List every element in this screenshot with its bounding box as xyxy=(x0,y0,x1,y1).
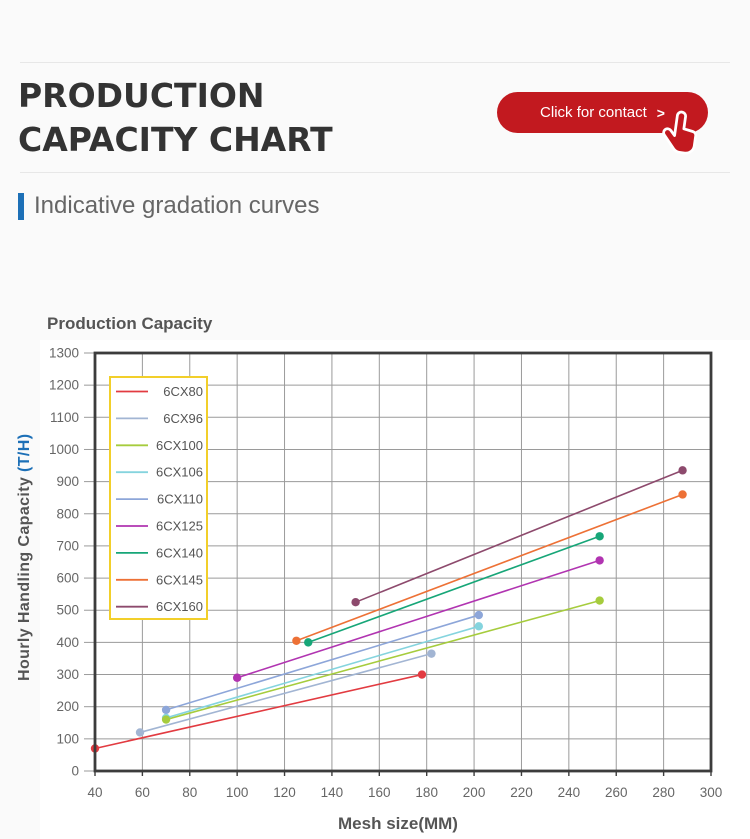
series-point-6CX140 xyxy=(304,638,313,647)
header-divider xyxy=(20,172,730,173)
page-title-line-1: PRODUCTION xyxy=(18,76,265,115)
section-title: Indicative gradation curves xyxy=(34,191,320,219)
series-line-6CX96 xyxy=(139,652,432,734)
y-axis-title: Hourly Handling Capacity (T/H) xyxy=(12,392,38,722)
x-tick-label: 220 xyxy=(510,785,533,800)
x-tick-label: 280 xyxy=(652,785,675,800)
series-line-6CX160 xyxy=(355,469,683,603)
series-point-6CX145 xyxy=(292,636,301,645)
x-tick-label: 60 xyxy=(135,785,150,800)
section-header: Indicative gradation curves xyxy=(18,191,320,220)
x-tick-label: 200 xyxy=(463,785,486,800)
legend-box xyxy=(109,376,208,620)
legend-label-6CX145: 6CX145 xyxy=(156,572,203,587)
y-tick-label: 1000 xyxy=(49,442,79,457)
legend-label-6CX110: 6CX110 xyxy=(157,492,203,507)
legend-label-6CX125: 6CX125 xyxy=(156,519,203,534)
series-point-6CX160 xyxy=(678,466,687,475)
y-tick-label: 300 xyxy=(56,667,79,682)
series-point-6CX145 xyxy=(678,490,687,499)
x-tick-label: 80 xyxy=(182,785,197,800)
page-title: PRODUCTION CAPACITY CHART xyxy=(18,74,498,162)
contact-button-label: Click for contact xyxy=(540,104,647,121)
series-point-6CX140 xyxy=(595,532,604,541)
click-hand-icon xyxy=(662,110,698,155)
y-tick-label: 0 xyxy=(71,764,79,779)
series-line-6CX145 xyxy=(296,493,683,642)
series-point-6CX110 xyxy=(474,610,484,620)
plot-border xyxy=(93,351,713,773)
section-accent-bar xyxy=(18,193,24,220)
series-line-6CX110 xyxy=(165,614,480,711)
series-line-6CX106 xyxy=(165,625,480,719)
x-tick-label: 120 xyxy=(273,785,296,800)
page-title-line-2: CAPACITY CHART xyxy=(18,120,333,159)
legend-label-6CX140: 6CX140 xyxy=(156,545,203,560)
contact-button[interactable]: Click for contact > xyxy=(497,92,708,133)
x-tick-label: 240 xyxy=(558,785,581,800)
y-tick-label: 600 xyxy=(56,571,79,586)
series-point-6CX96 xyxy=(135,728,145,737)
x-axis-title: Mesh size(MM) xyxy=(338,814,458,833)
x-tick-label: 260 xyxy=(605,785,628,800)
series-point-6CX80 xyxy=(417,670,427,679)
series-line-6CX125 xyxy=(236,559,600,679)
capacity-chart: 40 60 80 100 120 140 160 180 200 220 240 260 280 300 0… xyxy=(49,346,723,834)
y-tick-label: 100 xyxy=(56,731,79,746)
series-point-6CX106 xyxy=(474,622,484,631)
x-tick-label: 300 xyxy=(700,785,723,800)
y-axis-title-text: Hourly Handling Capacity xyxy=(16,476,33,681)
x-tick-label: 140 xyxy=(321,785,344,800)
y-tick-label: 1300 xyxy=(49,346,79,361)
series-point-6CX96 xyxy=(427,649,436,658)
y-tick-label: 1100 xyxy=(50,410,79,425)
series-line-6CX100 xyxy=(165,599,600,721)
y-axis-unit: (T/H) xyxy=(16,433,33,472)
x-tick-label: 100 xyxy=(226,785,249,800)
series-point-6CX125 xyxy=(232,673,242,682)
legend-label-6CX80: 6CX80 xyxy=(163,384,203,399)
series-line-6CX80 xyxy=(94,673,423,750)
series-point-6CX100 xyxy=(595,596,604,605)
legend-label-6CX100: 6CX100 xyxy=(156,438,203,453)
chart-title: Production Capacity xyxy=(47,314,213,333)
series-line-6CX140 xyxy=(307,535,600,644)
x-tick-label: 160 xyxy=(368,785,391,800)
x-tick-label: 40 xyxy=(87,785,102,800)
top-divider xyxy=(20,62,730,63)
x-tick-label: 180 xyxy=(415,785,438,800)
y-tick-label: 200 xyxy=(56,699,79,714)
series-point-6CX125 xyxy=(595,556,604,565)
y-tick-label: 400 xyxy=(56,635,79,650)
chevron-right-icon: > xyxy=(656,104,665,121)
y-tick-label: 900 xyxy=(56,474,79,489)
series-point-6CX110 xyxy=(161,705,171,715)
y-tick-label: 700 xyxy=(56,538,79,553)
y-tick-label: 500 xyxy=(56,603,79,618)
legend-label-6CX106: 6CX106 xyxy=(156,465,203,480)
series-point-6CX160 xyxy=(351,597,360,607)
legend-label-6CX160: 6CX160 xyxy=(156,599,203,614)
y-tick-label: 800 xyxy=(56,506,79,521)
legend-label-6CX96: 6CX96 xyxy=(163,411,203,426)
series-point-6CX100 xyxy=(161,715,171,724)
y-tick-label: 1200 xyxy=(49,378,79,393)
